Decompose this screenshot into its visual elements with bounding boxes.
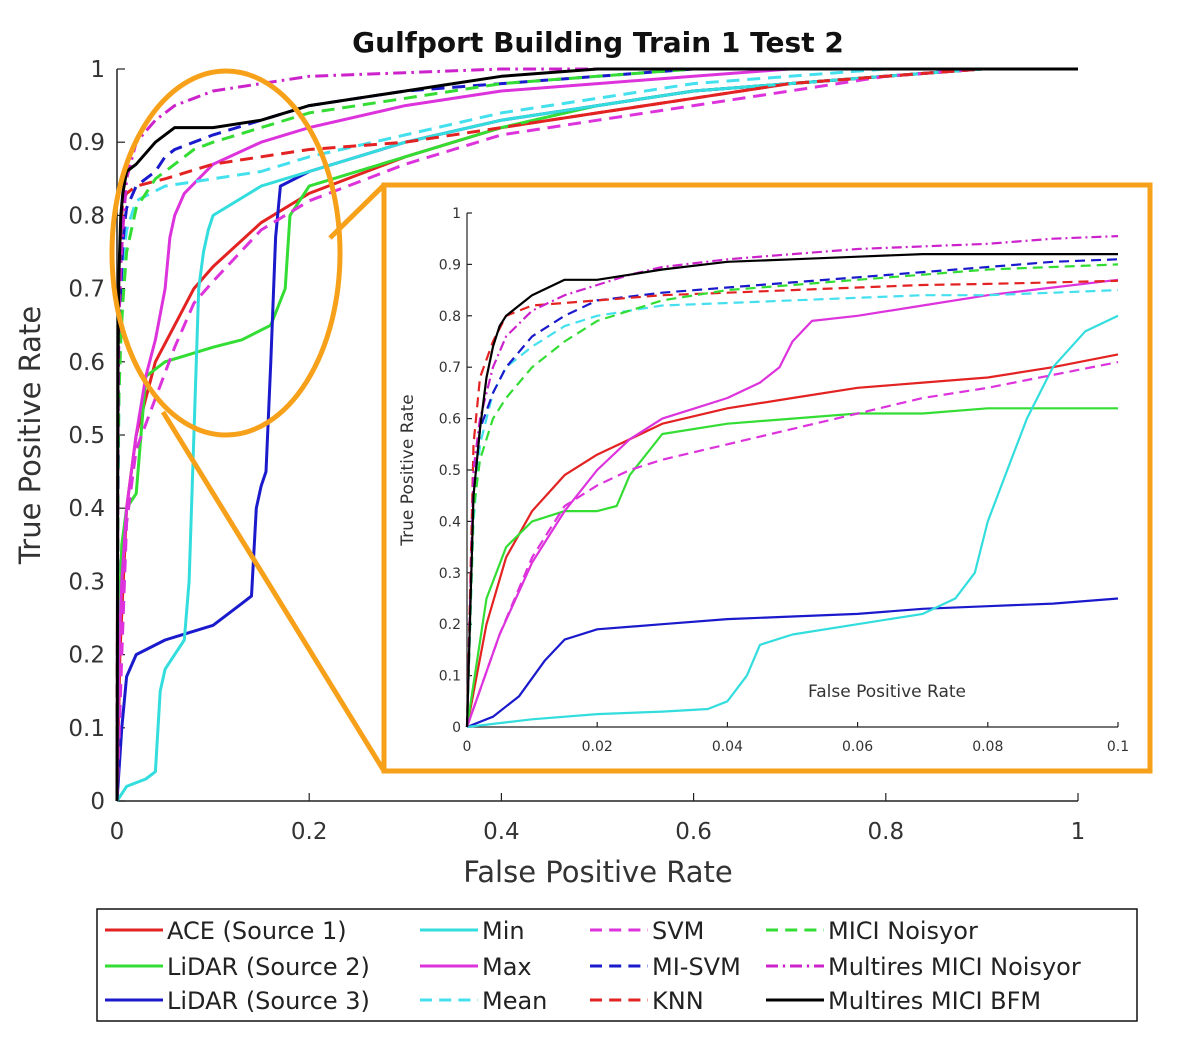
- y-tick-label: 0: [90, 789, 105, 815]
- inset-y-tick-label: 1: [452, 206, 461, 222]
- series-line-multires-mici-bfm: [115, 67, 1078, 802]
- legend-label: ACE (Source 1): [167, 917, 347, 945]
- legend-item: Max: [420, 953, 532, 981]
- series-line-svm: [115, 67, 1078, 802]
- legend: ACE (Source 1) LiDAR (Source 2) LiDAR (Sou…: [105, 917, 1081, 1015]
- main-axes: 0 0.2 0.4 0.6 0.8 1 0 0.1 0.2 0.3 0.4 0.5 0.6 0.7 0.8 0…: [68, 57, 1085, 845]
- inset-series-line-mi-svm: [465, 258, 1119, 728]
- y-tick-label: 0.9: [68, 130, 105, 156]
- legend-item: ACE (Source 1): [105, 917, 347, 945]
- x-tick-label: 0: [110, 819, 125, 845]
- chart-title: Gulfport Building Train 1 Test 2: [352, 26, 844, 59]
- inset-y-tick-label: 0.4: [439, 514, 461, 530]
- legend-label: Min: [482, 917, 525, 945]
- inset-y-tick-label: 0.7: [439, 360, 461, 376]
- inset-y-tick-label: 0.9: [439, 257, 461, 273]
- inset-series-line-lidar-source-2: [465, 407, 1118, 728]
- y-tick-label: 0.1: [68, 716, 105, 742]
- legend-label: LiDAR (Source 3): [167, 987, 370, 1015]
- inset-y-axis-label: True Positive Rate: [398, 394, 418, 546]
- legend-item: Multires MICI Noisyor: [766, 953, 1081, 981]
- inset-y-tick-label: 0.5: [439, 463, 461, 479]
- inset-axes: 0 0.02 0.04 0.06 0.08 0.1 0 0.1 0.2 0.3 0.4 0.5 0.6 0…: [439, 206, 1129, 755]
- zoom-connector-line-upper: [328, 183, 386, 240]
- inset-x-axis-label: False Positive Rate: [808, 682, 966, 702]
- y-tick-label: 1: [90, 57, 105, 83]
- inset-series-group: [465, 235, 1119, 729]
- legend-item: LiDAR (Source 2): [105, 953, 370, 981]
- legend-item: MI-SVM: [590, 953, 741, 981]
- series-line-max: [115, 67, 1078, 802]
- x-tick-label: 0.4: [483, 819, 520, 845]
- legend-item: MICI Noisyor: [766, 917, 978, 945]
- inset-x-tick-label: 0.1: [1107, 739, 1129, 755]
- legend-item: LiDAR (Source 3): [105, 987, 370, 1015]
- x-tick-label: 0.8: [868, 819, 905, 845]
- legend-label: MI-SVM: [652, 953, 741, 981]
- inset-x-tick-label: 0.04: [712, 739, 743, 755]
- inset-x-tick-label: 0.06: [842, 739, 873, 755]
- legend-label: Multires MICI BFM: [828, 987, 1041, 1015]
- x-tick-label: 1: [1071, 819, 1086, 845]
- inset-y-tick-label: 0.2: [439, 617, 461, 633]
- inset-y-tick-label: 0: [452, 720, 461, 736]
- legend-item: Min: [420, 917, 525, 945]
- y-tick-label: 0.3: [68, 569, 105, 595]
- inset-x-tick-label: 0: [463, 739, 472, 755]
- y-tick-label: 0.4: [68, 496, 105, 522]
- series-line-min: [115, 67, 1078, 802]
- legend-label: KNN: [652, 987, 704, 1015]
- inset-y-tick-label: 0.6: [439, 412, 461, 428]
- inset-series-line-max: [465, 278, 1119, 728]
- inset-y-tick-label: 0.3: [439, 566, 461, 582]
- main-series-group: [115, 67, 1078, 802]
- inset-x-tick-label: 0.02: [582, 739, 613, 755]
- inset-frame: [381, 182, 1153, 774]
- legend-item: Mean: [420, 987, 547, 1015]
- legend-item: KNN: [590, 987, 704, 1015]
- legend-label: MICI Noisyor: [828, 917, 978, 945]
- y-tick-label: 0.7: [68, 277, 105, 303]
- inset-series-line-multires-mici-noisyor: [465, 235, 1119, 728]
- legend-label: SVM: [652, 917, 704, 945]
- inset-y-tick-label: 0.1: [439, 669, 461, 685]
- y-tick-label: 0.8: [68, 203, 105, 229]
- x-tick-label: 0.6: [675, 819, 712, 845]
- legend-label: Max: [482, 953, 532, 981]
- inset-x-tick-label: 0.08: [972, 739, 1003, 755]
- legend-label: LiDAR (Source 2): [167, 953, 370, 981]
- inset-series-line-ace-source-1: [465, 353, 1119, 728]
- y-axis-label: True Positive Rate: [13, 306, 47, 565]
- inset-series-line-mici-noisyor: [465, 263, 1119, 728]
- y-tick-label: 0.5: [68, 423, 105, 449]
- inset-series-line-lidar-source-3: [466, 597, 1119, 729]
- legend-label: Mean: [482, 987, 547, 1015]
- inset-series-line-svm: [465, 361, 1119, 728]
- x-axis-label: False Positive Rate: [463, 855, 733, 889]
- legend-item: SVM: [590, 917, 704, 945]
- zoom-highlight-ellipse: [109, 68, 343, 438]
- y-tick-label: 0.6: [68, 350, 105, 376]
- legend-item: Multires MICI BFM: [766, 987, 1041, 1015]
- inset-series-line-min: [466, 314, 1119, 729]
- zoom-connector-line-lower: [160, 410, 387, 773]
- y-tick-label: 0.2: [68, 643, 105, 669]
- x-tick-label: 0.2: [291, 819, 328, 845]
- inset-y-tick-label: 0.8: [439, 309, 461, 325]
- legend-label: Multires MICI Noisyor: [828, 953, 1081, 981]
- inset-series-line-multires-mici-bfm: [465, 253, 1118, 728]
